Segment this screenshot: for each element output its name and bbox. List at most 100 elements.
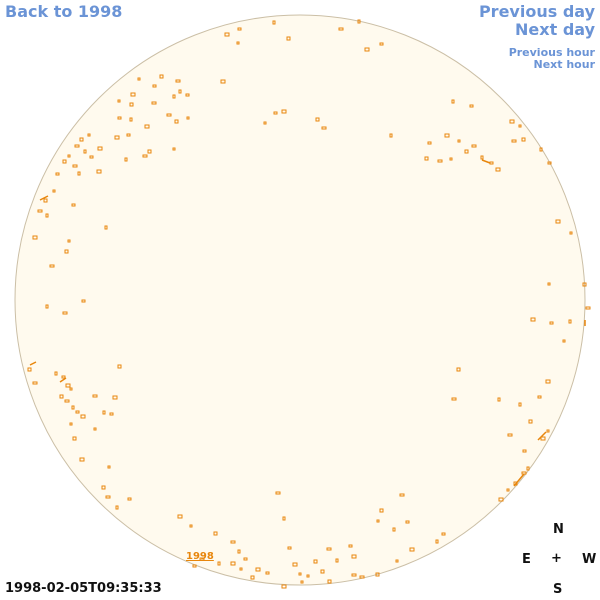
active-region-mark <box>435 539 439 544</box>
active-region-mark <box>97 146 103 151</box>
active-region-mark <box>64 249 69 254</box>
active-region-mark <box>239 567 243 571</box>
active-region-mark <box>79 137 84 142</box>
active-region-mark <box>177 514 183 519</box>
active-region-mark <box>144 124 150 129</box>
active-region-mark <box>142 154 148 158</box>
active-region-mark <box>93 427 97 431</box>
active-region-mark <box>166 113 172 117</box>
active-region-mark <box>69 422 73 426</box>
active-region-mark <box>547 161 552 165</box>
active-region-mark <box>217 561 221 566</box>
active-region-mark <box>549 321 554 325</box>
active-region-mark <box>286 36 291 41</box>
active-region-mark <box>147 149 152 154</box>
year-link[interactable]: 1998 <box>186 551 214 562</box>
active-region-mark <box>585 306 591 310</box>
active-region-mark <box>480 155 484 160</box>
active-region-mark <box>49 264 55 268</box>
compass-west-label: W <box>582 552 597 567</box>
active-region-mark <box>522 449 527 453</box>
active-region-mark <box>389 133 393 138</box>
active-region-mark <box>359 575 365 579</box>
active-region-mark <box>59 394 64 399</box>
active-region-mark <box>80 414 86 419</box>
active-region-mark <box>237 27 242 31</box>
active-region-mark <box>101 485 106 490</box>
back-to-year-link[interactable]: Back to 1998 <box>5 2 123 21</box>
active-region-mark <box>469 104 474 108</box>
active-region-mark <box>71 405 75 410</box>
active-region-mark <box>89 155 94 159</box>
active-region-mark <box>107 465 111 469</box>
active-region-mark <box>526 466 530 471</box>
active-region-mark <box>569 231 573 235</box>
active-region-mark <box>320 569 325 574</box>
active-region-mark <box>509 119 515 124</box>
active-region-mark <box>547 282 551 286</box>
active-region-mark <box>287 546 292 550</box>
active-region-mark <box>507 433 513 437</box>
active-region-mark <box>528 419 533 424</box>
active-region-mark <box>117 116 122 120</box>
active-region-mark <box>96 169 102 174</box>
active-region-mark <box>537 395 542 399</box>
active-region-mark <box>117 364 122 369</box>
observation-timestamp: 1998-02-05T09:35:33 <box>5 581 162 596</box>
active-region-mark <box>127 497 132 501</box>
active-region-mark <box>236 41 240 45</box>
next-day-link[interactable]: Next day <box>515 20 595 39</box>
active-region-mark <box>230 540 236 544</box>
active-region-mark <box>292 562 298 567</box>
active-region-mark <box>263 121 267 125</box>
active-region-mark <box>272 20 276 25</box>
active-region-mark <box>379 42 384 46</box>
active-region-mark <box>72 164 78 168</box>
next-hour-link[interactable]: Next hour <box>533 58 596 71</box>
active-region-mark <box>273 111 278 115</box>
active-region-mark <box>77 171 81 176</box>
active-region-mark <box>192 564 197 568</box>
active-region-mark <box>105 495 111 499</box>
active-region-mark <box>172 147 176 151</box>
active-region-mark <box>281 109 287 114</box>
active-region-mark <box>449 157 453 161</box>
active-region-mark <box>75 410 80 414</box>
active-region-mark <box>457 139 461 143</box>
active-region-mark <box>114 135 120 140</box>
active-region-mark <box>521 137 526 142</box>
active-region-mark <box>357 19 361 24</box>
active-region-mark <box>405 520 410 524</box>
active-region-mark <box>395 559 399 563</box>
active-region-mark <box>582 282 587 287</box>
active-region-mark <box>265 571 270 575</box>
active-region-mark <box>124 157 128 162</box>
active-region-mark <box>237 549 241 554</box>
compass-center-mark: + <box>551 551 562 566</box>
active-region-mark <box>321 126 327 130</box>
active-region-mark <box>281 584 287 589</box>
active-region-mark <box>568 319 572 324</box>
active-region-mark <box>392 527 396 532</box>
active-region-mark <box>112 395 118 400</box>
active-region-mark <box>313 559 318 564</box>
active-region-mark <box>67 154 71 158</box>
active-region-mark <box>117 99 121 103</box>
active-region-mark <box>444 133 450 138</box>
previous-hour-link[interactable]: Previous hour <box>508 46 595 59</box>
active-region-mark <box>409 547 415 552</box>
active-region-mark <box>45 213 49 218</box>
active-region-mark <box>178 89 182 94</box>
active-region-mark <box>87 133 91 137</box>
active-region-mark <box>64 399 70 403</box>
active-region-mark <box>275 491 281 495</box>
active-region-mark <box>175 79 181 83</box>
active-region-mark <box>126 133 131 137</box>
active-region-mark <box>72 436 77 441</box>
active-region-mark <box>456 367 461 372</box>
active-region-mark <box>230 561 236 566</box>
active-region-stroke <box>481 159 491 164</box>
previous-day-link[interactable]: Previous day <box>478 2 595 21</box>
active-region-mark <box>497 397 501 402</box>
